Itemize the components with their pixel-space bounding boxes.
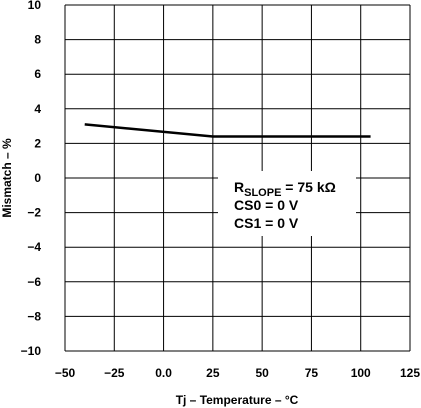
y-tick-label: −2 (27, 206, 41, 220)
x-tick-label: −50 (55, 366, 76, 380)
x-tick-label: 50 (255, 366, 269, 380)
annotation-rslope: RSLOPE = 75 kΩ (234, 179, 336, 199)
y-tick-label: −8 (27, 309, 41, 323)
series-layer (84, 123, 371, 138)
annotation-box (218, 171, 356, 236)
y-tick-label: 6 (34, 67, 41, 81)
x-axis-label: Tj – Temperature – °C (176, 393, 299, 407)
y-tick-label: 0 (34, 171, 41, 185)
x-tick-label: 0.0 (155, 366, 172, 380)
x-tick-label: 75 (305, 366, 319, 380)
y-tick-labels: −10 −8 −6 −4 −2 0 2 4 6 8 10 (21, 0, 42, 358)
x-tick-label: −25 (104, 366, 125, 380)
series-line (84, 123, 371, 138)
y-tick-label: −6 (27, 275, 41, 289)
annotation-cs1: CS1 = 0 V (234, 215, 299, 231)
y-axis-label: Mismatch – % (0, 138, 14, 218)
y-tick-label: 10 (28, 0, 42, 12)
x-tick-label: 25 (206, 366, 220, 380)
y-tick-label: 2 (34, 136, 41, 150)
x-tick-label: 125 (400, 366, 420, 380)
y-tick-label: −10 (21, 344, 42, 358)
y-tick-label: −4 (27, 240, 41, 254)
y-tick-label: 4 (34, 102, 41, 116)
x-tick-labels: −50 −25 0.0 25 50 75 100 125 (55, 366, 420, 380)
x-tick-label: 100 (351, 366, 371, 380)
annotation-cs0: CS0 = 0 V (234, 197, 299, 213)
y-tick-label: 8 (34, 33, 41, 47)
